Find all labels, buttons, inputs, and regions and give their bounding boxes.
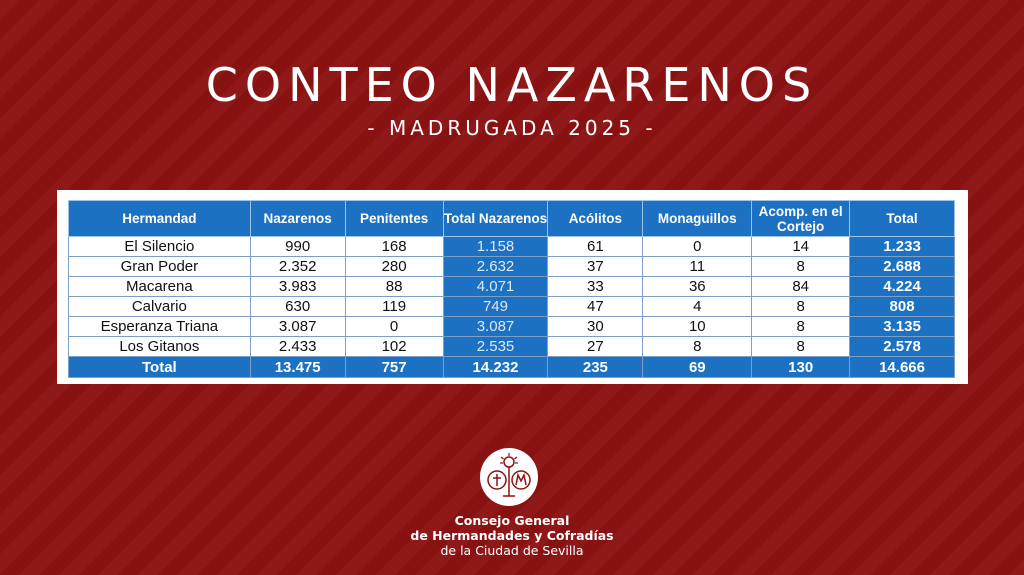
table-cell: 2.688 <box>849 256 955 277</box>
column-header: Penitentes <box>344 200 444 237</box>
table-cell: 36 <box>642 276 753 297</box>
table-cell: 1.233 <box>849 236 955 257</box>
table-row: Calvario 630 119 749 47 4 8 808 <box>68 296 955 317</box>
table-cell: 4.224 <box>849 276 955 297</box>
table-cell: 4.071 <box>442 276 549 297</box>
total-cell: 757 <box>344 356 444 378</box>
column-header: Total Nazarenos <box>442 200 549 237</box>
table-row: Esperanza Triana 3.087 0 3.087 30 10 8 3.135 <box>68 316 955 337</box>
table-cell: 8 <box>751 336 851 357</box>
column-header: Acólitos <box>547 200 644 237</box>
organization-name: Consejo General de Hermandades y Cofradí… <box>0 513 1024 558</box>
total-cell: 14.232 <box>442 356 549 378</box>
page-subtitle: - MADRUGADA 2025 - <box>367 116 657 140</box>
table-cell: 2.578 <box>849 336 955 357</box>
table-cell: 8 <box>642 336 753 357</box>
table-cell: 8 <box>751 256 851 277</box>
table-card: Hermandad Nazarenos Penitentes Total Nazare… <box>57 190 968 384</box>
table-cell: 33 <box>547 276 644 297</box>
table-cell: 11 <box>642 256 753 277</box>
column-header: Monaguillos <box>642 200 753 237</box>
total-cell: 69 <box>642 356 753 378</box>
column-header: Hermandad <box>68 200 251 237</box>
table-cell: 3.983 <box>249 276 346 297</box>
table-cell: 61 <box>547 236 644 257</box>
table-cell: 3.087 <box>442 316 549 337</box>
column-header: Nazarenos <box>249 200 346 237</box>
table-cell: 0 <box>344 316 444 337</box>
consejo-logo <box>480 448 538 506</box>
table-cell: 2.632 <box>442 256 549 277</box>
table-cell: 749 <box>442 296 549 317</box>
table-cell: 47 <box>547 296 644 317</box>
table-cell: 168 <box>344 236 444 257</box>
table-cell: 808 <box>849 296 955 317</box>
table-row: Macarena 3.983 88 4.071 33 36 84 4.224 <box>68 276 955 297</box>
table-cell: 990 <box>249 236 346 257</box>
table-cell: 119 <box>344 296 444 317</box>
table-cell: Esperanza Triana <box>68 316 251 337</box>
table-cell: 30 <box>547 316 644 337</box>
org-line-1: Consejo General <box>454 513 570 528</box>
table-cell: 84 <box>751 276 851 297</box>
table-header-row: Hermandad Nazarenos Penitentes Total Nazare… <box>68 200 955 237</box>
table-cell: 3.087 <box>249 316 346 337</box>
table-cell: 280 <box>344 256 444 277</box>
total-cell: 13.475 <box>249 356 346 378</box>
table-total-row: Total 13.475 757 14.232 235 69 130 14.666 <box>68 356 955 378</box>
total-cell: 14.666 <box>849 356 955 378</box>
table-cell: El Silencio <box>68 236 251 257</box>
table-cell: Calvario <box>68 296 251 317</box>
org-line-3: de la Ciudad de Sevilla <box>440 543 584 558</box>
table-cell: Macarena <box>68 276 251 297</box>
column-header: Acomp. en el Cortejo <box>751 200 851 237</box>
table-cell: 2.535 <box>442 336 549 357</box>
total-cell: Total <box>68 356 251 378</box>
table-row: Los Gitanos 2.433 102 2.535 27 8 8 2.578 <box>68 336 955 357</box>
table-cell: 3.135 <box>849 316 955 337</box>
table-cell: 8 <box>751 296 851 317</box>
table-cell: 8 <box>751 316 851 337</box>
table-cell: 10 <box>642 316 753 337</box>
table-cell: 27 <box>547 336 644 357</box>
table-cell: 2.352 <box>249 256 346 277</box>
table-cell: 0 <box>642 236 753 257</box>
org-line-2: de Hermandades y Cofradías <box>410 528 614 543</box>
table-cell: 2.433 <box>249 336 346 357</box>
table-cell: 4 <box>642 296 753 317</box>
column-header: Total <box>849 200 955 237</box>
total-cell: 130 <box>751 356 851 378</box>
total-cell: 235 <box>547 356 644 378</box>
table-row: El Silencio 990 168 1.158 61 0 14 1.233 <box>68 236 955 257</box>
table-cell: 14 <box>751 236 851 257</box>
nazarenos-table: Hermandad Nazarenos Penitentes Total Nazare… <box>68 200 955 378</box>
table-cell: Los Gitanos <box>68 336 251 357</box>
table-cell: Gran Poder <box>68 256 251 277</box>
table-cell: 88 <box>344 276 444 297</box>
table-row: Gran Poder 2.352 280 2.632 37 11 8 2.688 <box>68 256 955 277</box>
table-cell: 1.158 <box>442 236 549 257</box>
table-cell: 630 <box>249 296 346 317</box>
table-cell: 37 <box>547 256 644 277</box>
table-cell: 102 <box>344 336 444 357</box>
page-title: CONTEO NAZARENOS <box>205 58 819 112</box>
